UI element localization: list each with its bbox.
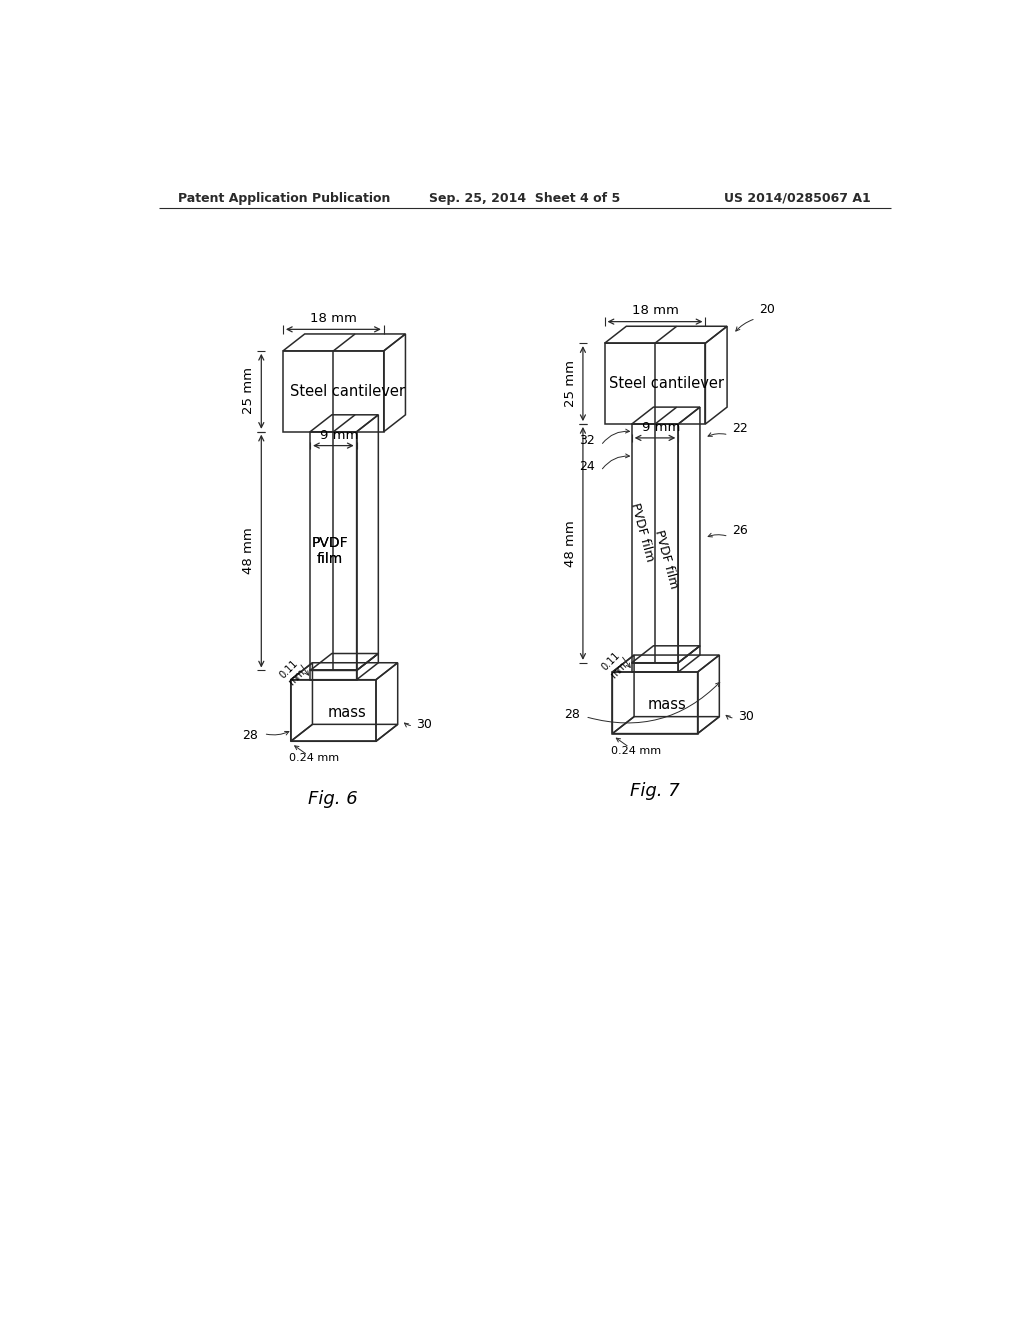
Text: mass: mass: [328, 705, 367, 719]
Text: Fig. 7: Fig. 7: [630, 783, 680, 800]
Text: 24: 24: [579, 459, 595, 473]
Text: 0.11
mm: 0.11 mm: [278, 659, 308, 689]
Text: 0.24 mm: 0.24 mm: [611, 746, 660, 755]
Text: 26: 26: [732, 524, 749, 537]
Text: 9 mm: 9 mm: [321, 429, 358, 442]
Text: 20: 20: [760, 302, 775, 315]
Text: 25 mm: 25 mm: [243, 367, 255, 414]
Text: 48 mm: 48 mm: [564, 520, 578, 566]
Text: 28: 28: [243, 729, 258, 742]
Text: 0.24 mm: 0.24 mm: [289, 754, 339, 763]
Text: 18 mm: 18 mm: [310, 312, 356, 325]
Text: 22: 22: [732, 422, 749, 436]
Text: Steel cantilever: Steel cantilever: [290, 384, 404, 399]
Text: mass: mass: [647, 697, 686, 711]
Text: 0.11
mm: 0.11 mm: [599, 651, 630, 681]
Text: 25 mm: 25 mm: [564, 360, 578, 407]
Text: 32: 32: [579, 434, 595, 447]
Text: 18 mm: 18 mm: [632, 305, 679, 317]
Text: US 2014/0285067 A1: US 2014/0285067 A1: [724, 191, 870, 205]
Text: 48 mm: 48 mm: [243, 528, 255, 574]
Text: PVDF film: PVDF film: [651, 528, 680, 590]
Text: Fig. 6: Fig. 6: [308, 791, 358, 808]
Text: 28: 28: [564, 708, 580, 721]
Text: 30: 30: [417, 718, 432, 731]
Text: Steel cantilever: Steel cantilever: [609, 376, 724, 391]
Text: PVDF film: PVDF film: [629, 502, 656, 562]
Text: 30: 30: [738, 710, 754, 723]
Text: PVDF
film: PVDF film: [311, 536, 348, 566]
Text: Sep. 25, 2014  Sheet 4 of 5: Sep. 25, 2014 Sheet 4 of 5: [429, 191, 621, 205]
Text: Patent Application Publication: Patent Application Publication: [178, 191, 391, 205]
Text: PVDF
film: PVDF film: [311, 536, 348, 566]
Text: 9 mm: 9 mm: [642, 421, 680, 434]
